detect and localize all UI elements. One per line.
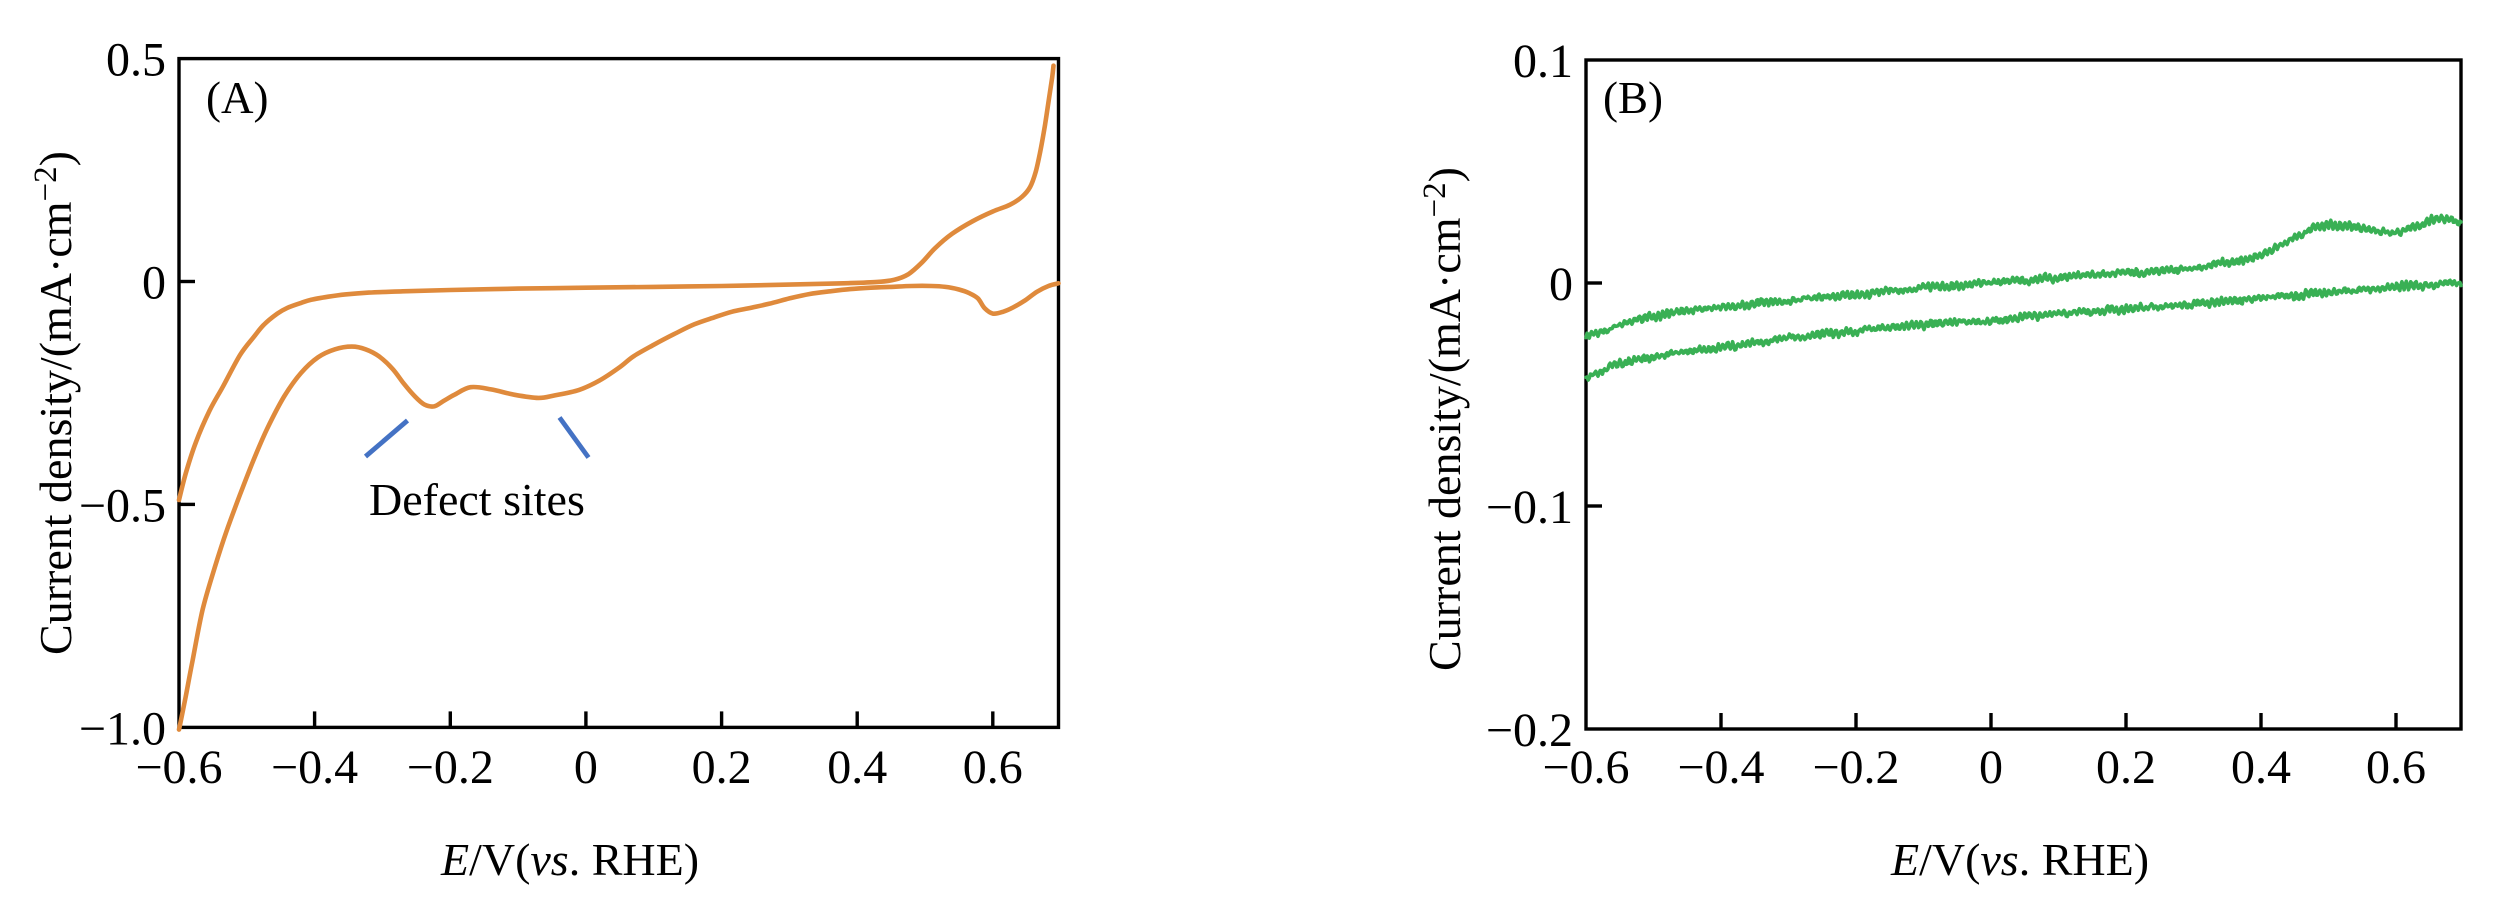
svg-text:−0.1: −0.1 (1486, 481, 1573, 534)
svg-text:0: 0 (142, 257, 166, 310)
svg-text:0: 0 (1979, 741, 2003, 794)
svg-text:(A): (A) (206, 73, 268, 123)
svg-text:−0.5: −0.5 (79, 479, 166, 532)
svg-text:(B): (B) (1603, 73, 1663, 123)
svg-text:0: 0 (574, 741, 598, 794)
svg-text:−0.2: −0.2 (1812, 741, 1899, 794)
svg-text:−1.0: −1.0 (79, 702, 166, 755)
svg-text:−0.2: −0.2 (1486, 704, 1573, 757)
svg-text:0.1: 0.1 (1513, 35, 1573, 88)
svg-text:Defect sites: Defect sites (369, 474, 585, 525)
svg-text:−0.4: −0.4 (271, 741, 358, 794)
svg-text:0.4: 0.4 (827, 741, 887, 794)
svg-text:0.2: 0.2 (692, 741, 752, 794)
svg-text:−0.4: −0.4 (1677, 741, 1764, 794)
svg-text:E/V(vs. RHE): E/V(vs. RHE) (440, 834, 699, 885)
svg-text:0: 0 (1549, 258, 1573, 311)
svg-text:0.6: 0.6 (2366, 741, 2426, 794)
svg-text:−0.6: −0.6 (1542, 741, 1629, 794)
svg-text:Current density/(mA·cm−2): Current density/(mA·cm−2) (28, 151, 81, 655)
svg-text:Current density/(mA·cm−2): Current density/(mA·cm−2) (1417, 167, 1470, 671)
svg-text:0.5: 0.5 (106, 34, 166, 87)
svg-text:0.4: 0.4 (2231, 741, 2291, 794)
svg-text:E/V(vs. RHE): E/V(vs. RHE) (1890, 834, 2149, 885)
svg-text:0.6: 0.6 (963, 741, 1023, 794)
svg-text:−0.6: −0.6 (135, 741, 222, 794)
svg-text:−0.2: −0.2 (407, 741, 494, 794)
svg-text:0.2: 0.2 (2096, 741, 2156, 794)
